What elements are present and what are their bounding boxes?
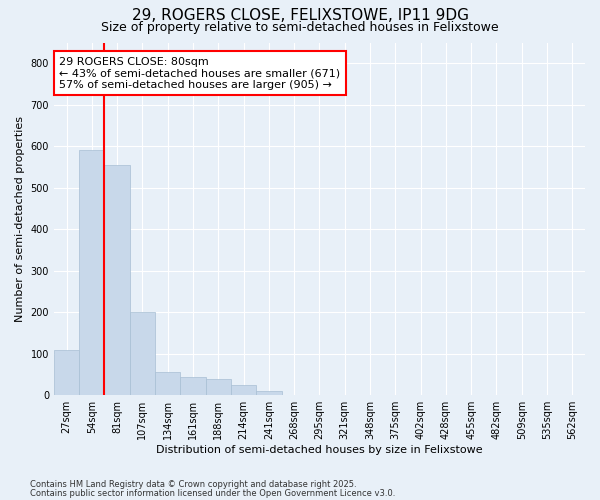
Text: Contains public sector information licensed under the Open Government Licence v3: Contains public sector information licen…	[30, 488, 395, 498]
Bar	[181, 376, 206, 395]
Bar	[256, 391, 281, 395]
X-axis label: Distribution of semi-detached houses by size in Felixstowe: Distribution of semi-detached houses by …	[156, 445, 483, 455]
Bar	[231, 385, 256, 395]
Bar	[104, 165, 130, 395]
Text: Contains HM Land Registry data © Crown copyright and database right 2025.: Contains HM Land Registry data © Crown c…	[30, 480, 356, 489]
Bar	[54, 350, 79, 395]
Bar	[155, 372, 181, 395]
Y-axis label: Number of semi-detached properties: Number of semi-detached properties	[15, 116, 25, 322]
Bar	[79, 150, 104, 395]
Text: 29, ROGERS CLOSE, FELIXSTOWE, IP11 9DG: 29, ROGERS CLOSE, FELIXSTOWE, IP11 9DG	[131, 8, 469, 22]
Text: 29 ROGERS CLOSE: 80sqm
← 43% of semi-detached houses are smaller (671)
57% of se: 29 ROGERS CLOSE: 80sqm ← 43% of semi-det…	[59, 56, 340, 90]
Text: Size of property relative to semi-detached houses in Felixstowe: Size of property relative to semi-detach…	[101, 21, 499, 34]
Bar	[130, 312, 155, 395]
Bar	[206, 378, 231, 395]
